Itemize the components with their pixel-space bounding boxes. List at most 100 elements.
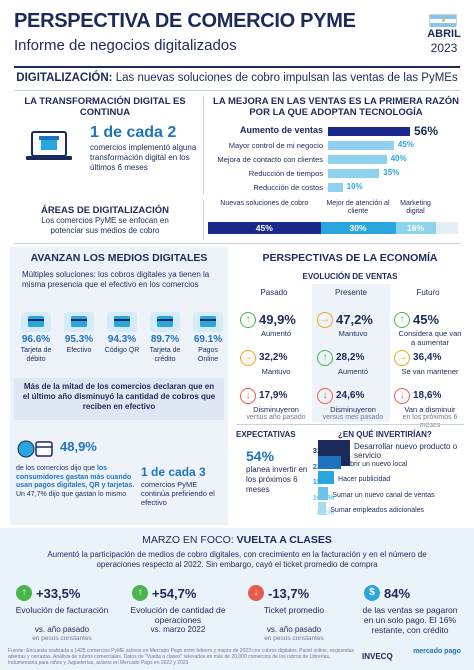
- trend-value: 24,6%: [336, 390, 365, 401]
- kpi-value: +33,5%: [36, 586, 81, 601]
- stat1-text: de los comercios dijo que los consumidor…: [16, 465, 135, 498]
- payment-value: 89.7%: [150, 334, 180, 345]
- kpi-arrow-icon: ↓: [248, 585, 264, 601]
- payment-label: Efectivo: [66, 347, 92, 354]
- kpi-value: -13,7%: [268, 586, 310, 601]
- column-name: Pasado: [260, 288, 288, 297]
- areas-stacked-bar: 45% 30% 16%: [208, 222, 458, 234]
- argentina-flag-icon: [429, 14, 457, 27]
- invertir-label: Abrir un nuevo local: [345, 460, 408, 468]
- payment-value: 94.3%: [107, 334, 137, 345]
- medios-banner: Más de la mitad de los comercios declara…: [14, 378, 224, 420]
- column-name: Presente: [334, 288, 368, 297]
- mejora-value: 45%: [397, 140, 414, 149]
- areas-heading: ÁREAS DE DIGITALIZACIÓN: [40, 205, 170, 216]
- stat2-big: 1 de cada 3: [141, 465, 206, 479]
- transformacion-heading: LA TRANSFORMACIÓN DIGITAL ES CONTINUA: [24, 96, 186, 118]
- trend-value: 18,6%: [413, 390, 442, 401]
- invertir-label: Desarrollar nuevo producto o servicio: [354, 442, 458, 460]
- kpi-sub: vs. marzo 2022: [150, 625, 206, 634]
- transformacion-text: comercios implementó alguna transformaci…: [90, 143, 197, 172]
- expectativas-text: planea invertir en los próximos 6 meses: [246, 465, 308, 494]
- header-divider: [14, 66, 460, 68]
- invecq-logo: INVECQ: [362, 652, 393, 661]
- invertir-bar: [318, 486, 329, 500]
- invertir-label: Hacer publicidad: [338, 476, 391, 483]
- trend-note: versus mes pasado: [322, 414, 384, 421]
- invertir-value: 10.2%: [298, 493, 334, 502]
- marzo-panel: [0, 528, 474, 670]
- trend-arrow-icon: ↑: [317, 350, 333, 366]
- trend-arrow-icon: ↓: [394, 388, 410, 404]
- trend-arrow-icon: ↑: [240, 312, 256, 328]
- trend-value: 17,9%: [259, 390, 288, 401]
- expectativas-value: 54%: [246, 448, 275, 464]
- kpi-value: 84%: [384, 586, 411, 601]
- mejora-label: Aumento de ventas: [239, 125, 323, 135]
- phone-icon: [193, 312, 223, 332]
- column-name: Futuro: [416, 288, 440, 297]
- mejora-row: Mejora de contacto con clientes 40%: [208, 154, 458, 165]
- trend-label: Van a disminuir: [404, 405, 456, 414]
- stat2-text: comercios PyME continúa prefiriendo el e…: [141, 480, 215, 507]
- invertir-value: 8.2%: [298, 508, 334, 517]
- invertir-bar: [318, 471, 335, 484]
- trend-arrow-icon: ↓: [240, 388, 256, 404]
- kpi-arrow-icon: ↑: [16, 585, 32, 601]
- kpi-label: Evolución de cantidad de operaciones: [130, 605, 226, 625]
- trend-arrow-icon: →: [317, 312, 333, 328]
- payment-label: Tarjeta de débito: [20, 347, 52, 363]
- areas-segment: 45%: [208, 222, 321, 234]
- trend-label: Considera que van a aumentar: [398, 329, 462, 347]
- economia-sub: EVOLUCIÓN DE VENTAS: [302, 272, 398, 281]
- mejora-value: 10%: [346, 182, 363, 191]
- kpi-label: Ticket promedio: [263, 605, 325, 615]
- invertir-label: Sumar empleados adicionales: [330, 507, 425, 514]
- kpi-label: Evolución de facturación: [15, 605, 109, 615]
- debit-card-icon: [21, 312, 51, 332]
- mejora-bar: [328, 155, 387, 164]
- trend-label: Disminuyeron: [253, 405, 299, 414]
- mejora-label: Mayor control de mi negocio: [228, 141, 323, 150]
- report-year: 2023: [430, 41, 458, 55]
- report-month: ABRIL: [427, 28, 461, 40]
- kpi-arrow-icon: ↑: [132, 585, 148, 601]
- mejora-heading: LA MEJORA EN LAS VENTAS ES LA PRIMERA RA…: [213, 96, 459, 118]
- areas-segment: 16%: [395, 222, 436, 234]
- mejora-bar: [328, 183, 343, 192]
- kpi-arrow-icon: $: [364, 585, 380, 601]
- areas-segment: 30%: [320, 222, 396, 234]
- digitalizacion-title-bold: DIGITALIZACIÓN:: [16, 72, 113, 84]
- medios-text: Múltiples soluciones: los cobros digital…: [22, 270, 210, 289]
- mejora-value: 56%: [414, 124, 439, 138]
- mejora-row: Reducción de costos 10%: [208, 182, 458, 193]
- kpi-sub: vs. año pasado: [34, 625, 90, 634]
- digitalizacion-title-rest: Las nuevas soluciones de cobro impulsan …: [115, 72, 458, 84]
- invertir-label: Sumar un nuevo canal de ventas: [332, 491, 435, 499]
- laptop-store-icon: [24, 128, 74, 168]
- marzo-text: Aumentó la participación de medios de co…: [47, 550, 427, 569]
- economia-heading: PERSPECTIVAS DE LA ECONOMÍA: [262, 252, 438, 264]
- areas-segment-rest: [435, 222, 458, 234]
- page-subtitle: Informe de negocios digitalizados: [14, 37, 237, 54]
- cash-icon: [64, 312, 94, 332]
- mejora-row: Aumento de ventas 56%: [208, 124, 458, 138]
- areas-segment-label: Nuevas soluciones de cobro: [220, 200, 309, 207]
- mercado-pago-logo: mercado pago: [413, 648, 461, 655]
- footer-source: Fuente: Encuesta realizada a 1425 comerc…: [8, 648, 355, 666]
- mejora-bar: [328, 169, 380, 178]
- areas-segment-label: Marketing digital: [400, 200, 431, 215]
- mejora-bar: [328, 141, 394, 150]
- stat1-value: 48,9%: [60, 439, 97, 454]
- trend-value: 49,9%: [259, 312, 296, 327]
- mejora-value: 40%: [390, 154, 407, 163]
- trend-value: 45%: [413, 312, 440, 327]
- trend-arrow-icon: →: [394, 350, 410, 366]
- page-title: PERSPECTIVA DE COMERCIO PYME: [14, 10, 356, 32]
- mejora-row: Mayor control de mi negocio 45%: [208, 140, 458, 151]
- mejora-row: Reducción de tiempos 35%: [208, 168, 458, 179]
- kpi-note: en pesos constantes: [264, 635, 324, 642]
- marzo-heading: MARZO EN FOCO: VUELTA A CLASES: [142, 534, 332, 546]
- kpi-sub: vs. año pasado: [266, 625, 322, 634]
- qr-code-icon: [107, 312, 137, 332]
